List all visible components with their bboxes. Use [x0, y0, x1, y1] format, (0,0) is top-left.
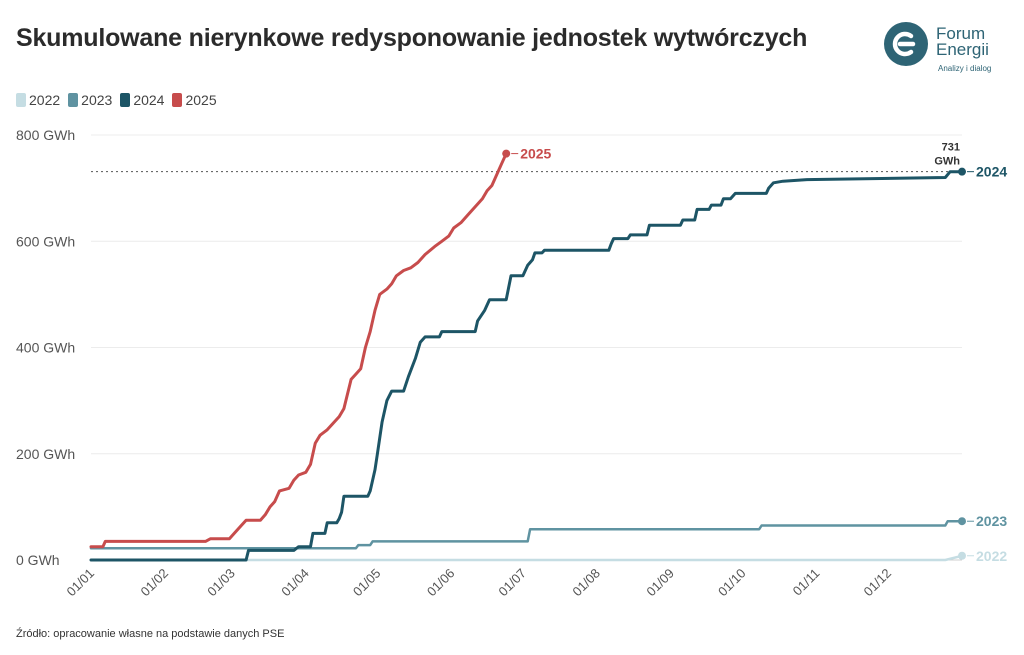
- series-end-point-2024: [958, 167, 966, 176]
- x-tick-label: 01/06: [424, 566, 458, 600]
- x-tick-label: 01/09: [643, 566, 677, 600]
- logo-text-energii: Energii: [936, 40, 989, 59]
- x-tick-label: 01/07: [495, 566, 529, 600]
- series-line-2025: [89, 152, 508, 549]
- reference-label-unit: GWh: [934, 156, 960, 168]
- logo-tagline: Analizy i dialog: [938, 64, 992, 73]
- reference-label-value: 731: [942, 142, 960, 154]
- x-tick-label: 01/03: [204, 566, 238, 600]
- chart-legend: 2022 2023 2024 2025: [16, 92, 217, 108]
- legend-label-2024: 2024: [133, 92, 165, 108]
- legend-swatch-2022: [16, 93, 26, 107]
- series-end-point-2025: [502, 149, 511, 158]
- legend-label-2023: 2023: [81, 92, 113, 108]
- x-tick-label: 01/04: [278, 566, 312, 600]
- series-end-label-2025: 2025: [520, 146, 551, 162]
- series-line-2024: [89, 170, 964, 562]
- legend-swatch-2025: [172, 93, 183, 107]
- source-note: Źródło: opracowanie własne na podstawie …: [16, 628, 285, 640]
- legend-label-2022: 2022: [29, 92, 61, 108]
- legend-item-2024[interactable]: 2024: [120, 92, 164, 108]
- x-tick-label: 01/10: [715, 566, 749, 600]
- chart-title: Skumulowane nierynkowe redysponowanie je…: [16, 24, 808, 52]
- legend-swatch-2024: [120, 93, 131, 107]
- x-tick-label: 01/05: [350, 566, 384, 600]
- y-tick-label: 800 GWh: [16, 127, 75, 143]
- y-tick-label: 400 GWh: [16, 340, 75, 356]
- legend-swatch-2023: [68, 93, 79, 107]
- forum-energii-logo: Forum Energii Analizy i dialog: [884, 20, 1014, 76]
- y-tick-label: 200 GWh: [16, 446, 75, 462]
- series-line-2022: [89, 554, 964, 562]
- series-end-point-2022: [958, 551, 966, 560]
- series-end-label-2024: 2024: [976, 164, 1007, 180]
- legend-label-2025: 2025: [185, 92, 217, 108]
- series-line-2023: [89, 519, 964, 550]
- y-tick-label: 600 GWh: [16, 233, 75, 249]
- y-tick-label: 0 GWh: [16, 552, 60, 568]
- x-tick-label: 01/02: [137, 566, 171, 600]
- x-tick-label: 01/12: [861, 566, 895, 600]
- logo-text-forum: Forum: [936, 24, 986, 43]
- forum-energii-logo-icon: [884, 22, 928, 66]
- legend-item-2023[interactable]: 2023: [68, 92, 112, 108]
- x-tick-label: 01/11: [790, 566, 823, 599]
- x-tick-label: 01/08: [569, 566, 603, 600]
- legend-item-2022[interactable]: 2022: [16, 92, 60, 108]
- x-tick-label: 01/01: [64, 566, 98, 600]
- series-end-label-2023: 2023: [976, 513, 1007, 529]
- series-end-point-2023: [958, 517, 966, 526]
- legend-item-2025[interactable]: 2025: [172, 92, 217, 108]
- series-end-label-2022: 2022: [976, 548, 1007, 564]
